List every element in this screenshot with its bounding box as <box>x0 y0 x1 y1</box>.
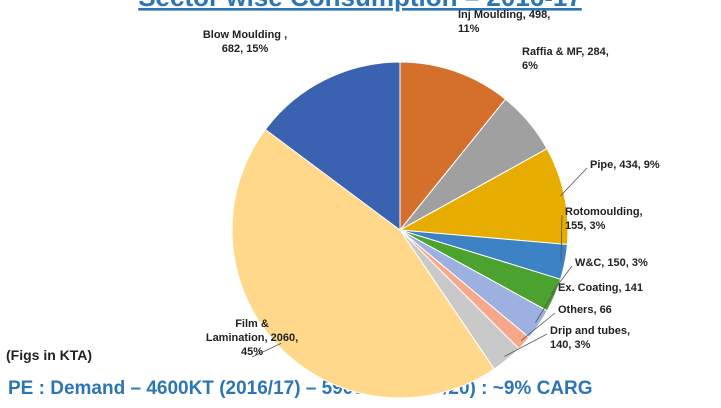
data-label: Pipe, 434, 9% <box>590 159 660 171</box>
data-label: 140, 3% <box>550 339 591 351</box>
slice <box>398 148 569 246</box>
data-label: Film & <box>235 318 269 330</box>
data-label: Drip and tubes, <box>550 325 630 337</box>
leader-line <box>520 312 556 341</box>
leader-line <box>535 290 556 323</box>
note: (Figs in KTA) <box>6 347 92 363</box>
data-label: 155, 3% <box>565 220 606 232</box>
data-label: Blow Moulding , <box>203 29 287 41</box>
leader-line <box>550 265 573 295</box>
chart-title: Sector wise Consumption – 2016-17 <box>138 0 582 12</box>
data-label: Lamination, 2060, <box>206 332 298 344</box>
data-label: Inj Moulding, 498, <box>458 9 550 21</box>
data-label: 11% <box>458 23 480 35</box>
leader-line <box>560 214 563 262</box>
data-label: Rotomoulding, <box>565 206 643 218</box>
slice <box>231 128 495 399</box>
data-label: 45% <box>241 346 263 358</box>
leader-line <box>251 342 282 358</box>
leader-line <box>504 333 548 357</box>
slice <box>399 61 507 232</box>
data-label: Others, 66 <box>558 304 612 316</box>
slice <box>264 61 401 231</box>
footer: PE : Demand – 4600KT (2016/17) – 5900KT … <box>8 378 593 399</box>
data-label: W&C, 150, 3% <box>575 257 648 269</box>
data-label: 6% <box>522 60 538 72</box>
data-label: 682, 15% <box>222 43 269 55</box>
data-label: Raffia & MF, 284, <box>522 46 609 58</box>
data-label: Ex. Coating, 141 <box>558 282 643 294</box>
leader-line <box>560 167 588 197</box>
